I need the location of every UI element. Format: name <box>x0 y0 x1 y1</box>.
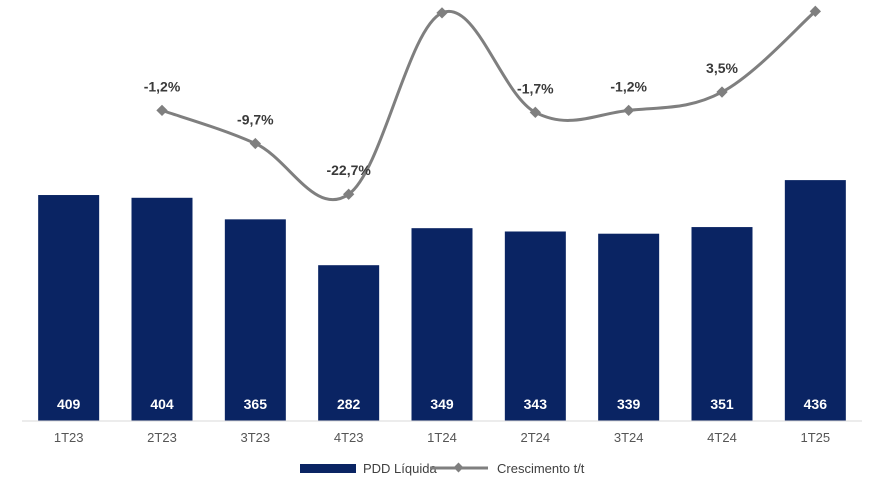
x-tick-label: 1T24 <box>427 430 457 445</box>
growth-line <box>161 9 817 202</box>
bar-value-label: 351 <box>710 396 734 412</box>
bar-value-label: 365 <box>244 396 268 412</box>
growth-marker <box>343 188 355 200</box>
x-tick-label: 2T23 <box>147 430 177 445</box>
bar-1t23 <box>38 195 100 421</box>
bar-value-label: 343 <box>524 396 548 412</box>
bar-4t23 <box>318 265 380 421</box>
legend-line-marker <box>453 462 464 473</box>
bar-3t24 <box>598 233 660 421</box>
bar-1t25 <box>784 180 846 421</box>
legend-line-label: Crescimento t/t <box>497 461 585 476</box>
growth-value-label: 3,5% <box>706 60 738 76</box>
legend-bar-swatch <box>300 464 356 473</box>
growth-value-label: -22,7% <box>326 162 371 178</box>
x-tick-label: 2T24 <box>521 430 551 445</box>
x-tick-label: 3T24 <box>614 430 644 445</box>
x-tick-label: 1T25 <box>801 430 831 445</box>
bar-value-label: 282 <box>337 396 361 412</box>
bar-series <box>38 180 846 421</box>
bar-value-label: 409 <box>57 396 81 412</box>
growth-value-label: -1,2% <box>610 78 647 94</box>
growth-value-labels: -1,2%-9,7%-22,7%23,8%-1,7%-1,2%3,5%24,2% <box>144 60 739 178</box>
bar-value-label: 404 <box>150 396 174 412</box>
growth-value-label: -1,7% <box>517 80 554 96</box>
growth-value-label: -1,2% <box>144 78 181 94</box>
bar-4t24 <box>691 227 753 421</box>
bar-value-label: 339 <box>617 396 641 412</box>
growth-marker <box>623 104 635 117</box>
bar-value-label: 349 <box>430 396 454 412</box>
x-tick-label: 4T23 <box>334 430 364 445</box>
legend-bar-label: PDD Líquida <box>363 461 437 476</box>
x-axis-ticks: 1T23 2T23 3T23 4T23 1T24 2T24 3T24 4T24 1T25 <box>54 430 830 445</box>
growth-marker <box>249 137 261 150</box>
growth-value-label: -9,7% <box>237 112 274 128</box>
x-tick-label: 1T23 <box>54 430 84 445</box>
bar-3t23 <box>224 219 286 421</box>
bar-2t24 <box>504 231 566 421</box>
growth-markers <box>156 5 821 200</box>
x-tick-label: 4T24 <box>707 430 737 445</box>
legend: PDD Líquida Crescimento t/t <box>300 461 585 476</box>
bar-value-labels: 409 404 365 282 349 343 339 351 436 <box>57 396 827 412</box>
x-tick-label: 3T23 <box>241 430 271 445</box>
bar-1t24 <box>411 228 473 421</box>
bar-2t23 <box>131 197 193 421</box>
bar-value-label: 436 <box>804 396 828 412</box>
growth-marker <box>156 104 168 117</box>
